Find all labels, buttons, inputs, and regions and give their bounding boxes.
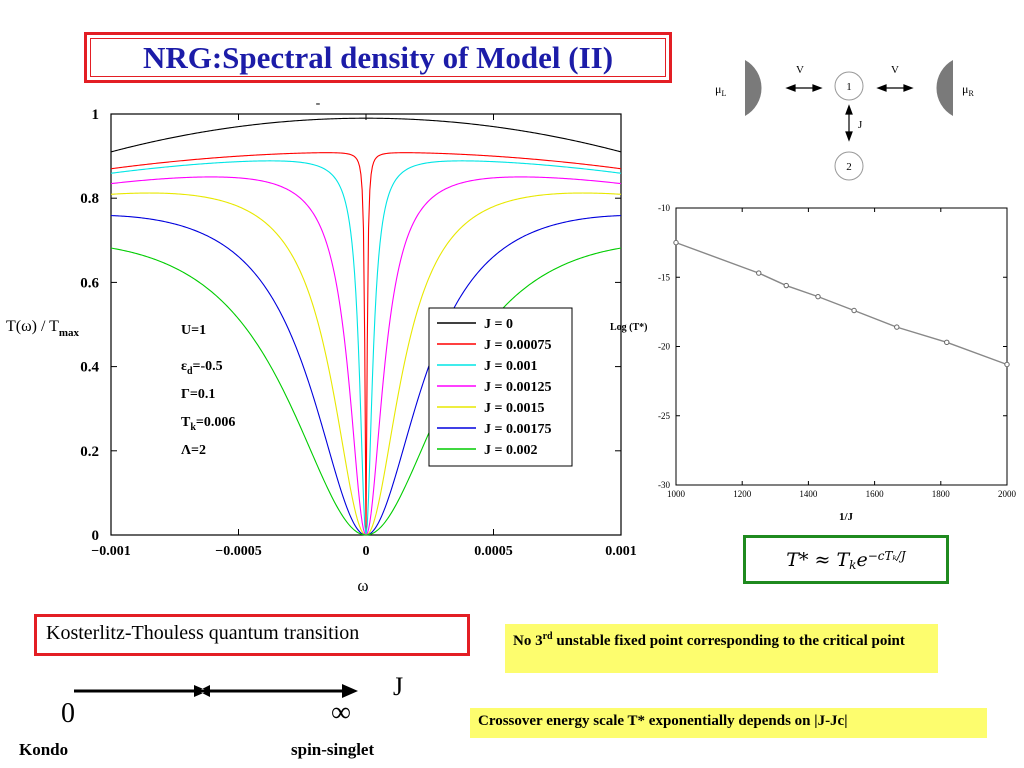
right-lead-shape: [936, 60, 953, 116]
param-u: U=1: [181, 323, 206, 338]
log-y-axis-label: Log (T*): [610, 322, 648, 333]
log-data-point: [673, 239, 679, 246]
legend-entry: J = 0.001: [484, 359, 537, 374]
j-arrow: [845, 104, 853, 142]
v-right-arrow: [876, 84, 914, 92]
log-x-axis-label: 1/J: [839, 511, 854, 523]
log-x-tick-label: 1800: [932, 489, 951, 499]
log-y-tick-label: -25: [658, 411, 670, 421]
legend-entry: J = 0.002: [484, 443, 537, 458]
main-y-tick-label: 0: [92, 528, 100, 544]
v-right-label: V: [891, 64, 899, 76]
param-epsilon: εd=-0.5: [181, 359, 223, 377]
param-gamma: Γ=0.1: [181, 387, 215, 402]
mu-r-label: μR: [962, 82, 974, 98]
main-legend: J = 0 J = 0.00075 J = 0.001 J = 0.00125 J = …: [428, 307, 573, 467]
log-data-point: [894, 324, 900, 330]
main-x-tick-label: 0: [363, 544, 370, 559]
log-x-tick-label: 1400: [799, 489, 818, 499]
log-y-tick-label: -30: [658, 480, 670, 490]
v-left-label: V: [796, 64, 804, 76]
main-x-tick-label: 0.0005: [474, 544, 513, 559]
main-y-tick-label: 0.2: [80, 444, 99, 460]
main-y-tick-label: 0.6: [80, 275, 99, 291]
j-axis-label: J: [393, 672, 404, 701]
main-spectral-chart: −0.001 −0.0005 0 0.0005 0.00100.20.40.60.81 …: [6, 96, 637, 595]
main-y-tick-label: 0.8: [80, 191, 99, 207]
main-x-tick-label: −0.0005: [215, 544, 261, 559]
quantum-dot-diagram: μL μR V V 1 2 J: [715, 60, 974, 181]
legend-entry: J = 0.00175: [484, 422, 551, 437]
note-no-fixed-point: No 3rd unstable fixed point correspondin…: [505, 624, 938, 673]
param-lambda: Λ=2: [181, 443, 206, 458]
log-data-point: [944, 339, 950, 346]
log-y-tick-label: -20: [658, 342, 670, 352]
legend-entry: J = 0.0015: [484, 401, 544, 416]
mid-arrowhead: [194, 685, 210, 697]
dot-1-label: 1: [846, 81, 852, 93]
log-y-tick-label: -15: [658, 272, 670, 282]
dot-1: [834, 71, 864, 101]
main-y-tick-label: 1: [92, 107, 100, 123]
zero-label: 0: [61, 698, 75, 729]
mu-l-label: μL: [715, 82, 726, 98]
dot-2-label: 2: [846, 161, 852, 173]
main-x-tick-label: 0.001: [605, 544, 637, 559]
param-tk: Tk=0.006: [181, 415, 235, 433]
log-data-point: [851, 307, 857, 314]
log-x-tick-label: 2000: [998, 489, 1017, 499]
log-data-point: [815, 293, 821, 300]
kondo-label: Kondo: [19, 740, 69, 759]
log-data-point: [756, 270, 762, 276]
kt-transition-text: Kosterlitz-Thouless quantum transition: [46, 622, 360, 644]
title-box: NRG:Spectral density of Model (II): [84, 32, 672, 83]
main-series-group: [110, 117, 622, 536]
main-top-mark: -: [316, 96, 321, 111]
left-lead-shape: [745, 60, 762, 116]
log-x-tick-label: 1000: [667, 489, 686, 499]
main-x-tick-label: −0.001: [91, 544, 130, 559]
j-axis-arrow: [74, 684, 358, 698]
legend-entry: J = 0.00125: [484, 380, 551, 395]
log-data-point: [783, 282, 789, 289]
log-data-point: [1004, 361, 1010, 368]
log-t-star-chart: 1000 1200 1400 1600 1800 2000-10-15-20-25-30 …: [610, 203, 1017, 523]
main-series-line: [110, 117, 622, 153]
infinity-label: ∞: [331, 697, 351, 728]
legend-entry: J = 0: [484, 317, 513, 332]
log-x-tick-label: 1200: [733, 489, 752, 499]
v-left-arrow: [785, 84, 823, 92]
j-coupling-label: J: [858, 119, 863, 131]
dot-2: [834, 151, 864, 181]
main-y-tick-label: 0.4: [80, 360, 99, 376]
log-x-tick-label: 1600: [866, 489, 885, 499]
note-crossover-scale: Crossover energy scale T* exponentially …: [470, 708, 987, 738]
kt-transition-box: Kosterlitz-Thouless quantum transition: [34, 614, 470, 656]
legend-frame: [428, 307, 573, 467]
main-x-axis-label: ω: [357, 576, 368, 595]
log-y-tick-label: -10: [658, 203, 670, 213]
spin-singlet-label: spin-singlet: [291, 740, 375, 759]
page-title: NRG:Spectral density of Model (II): [142, 39, 614, 75]
param-list: U=1 εd=-0.5 Γ=0.1 Tk=0.006 Λ=2: [181, 323, 235, 458]
legend-entry: J = 0.00075: [484, 338, 551, 353]
main-series-line: [110, 247, 622, 536]
log-series-line: [675, 241, 1008, 366]
main-y-axis-label: T(ω) / Tmax: [6, 318, 80, 339]
end-arrowhead: [342, 684, 358, 698]
